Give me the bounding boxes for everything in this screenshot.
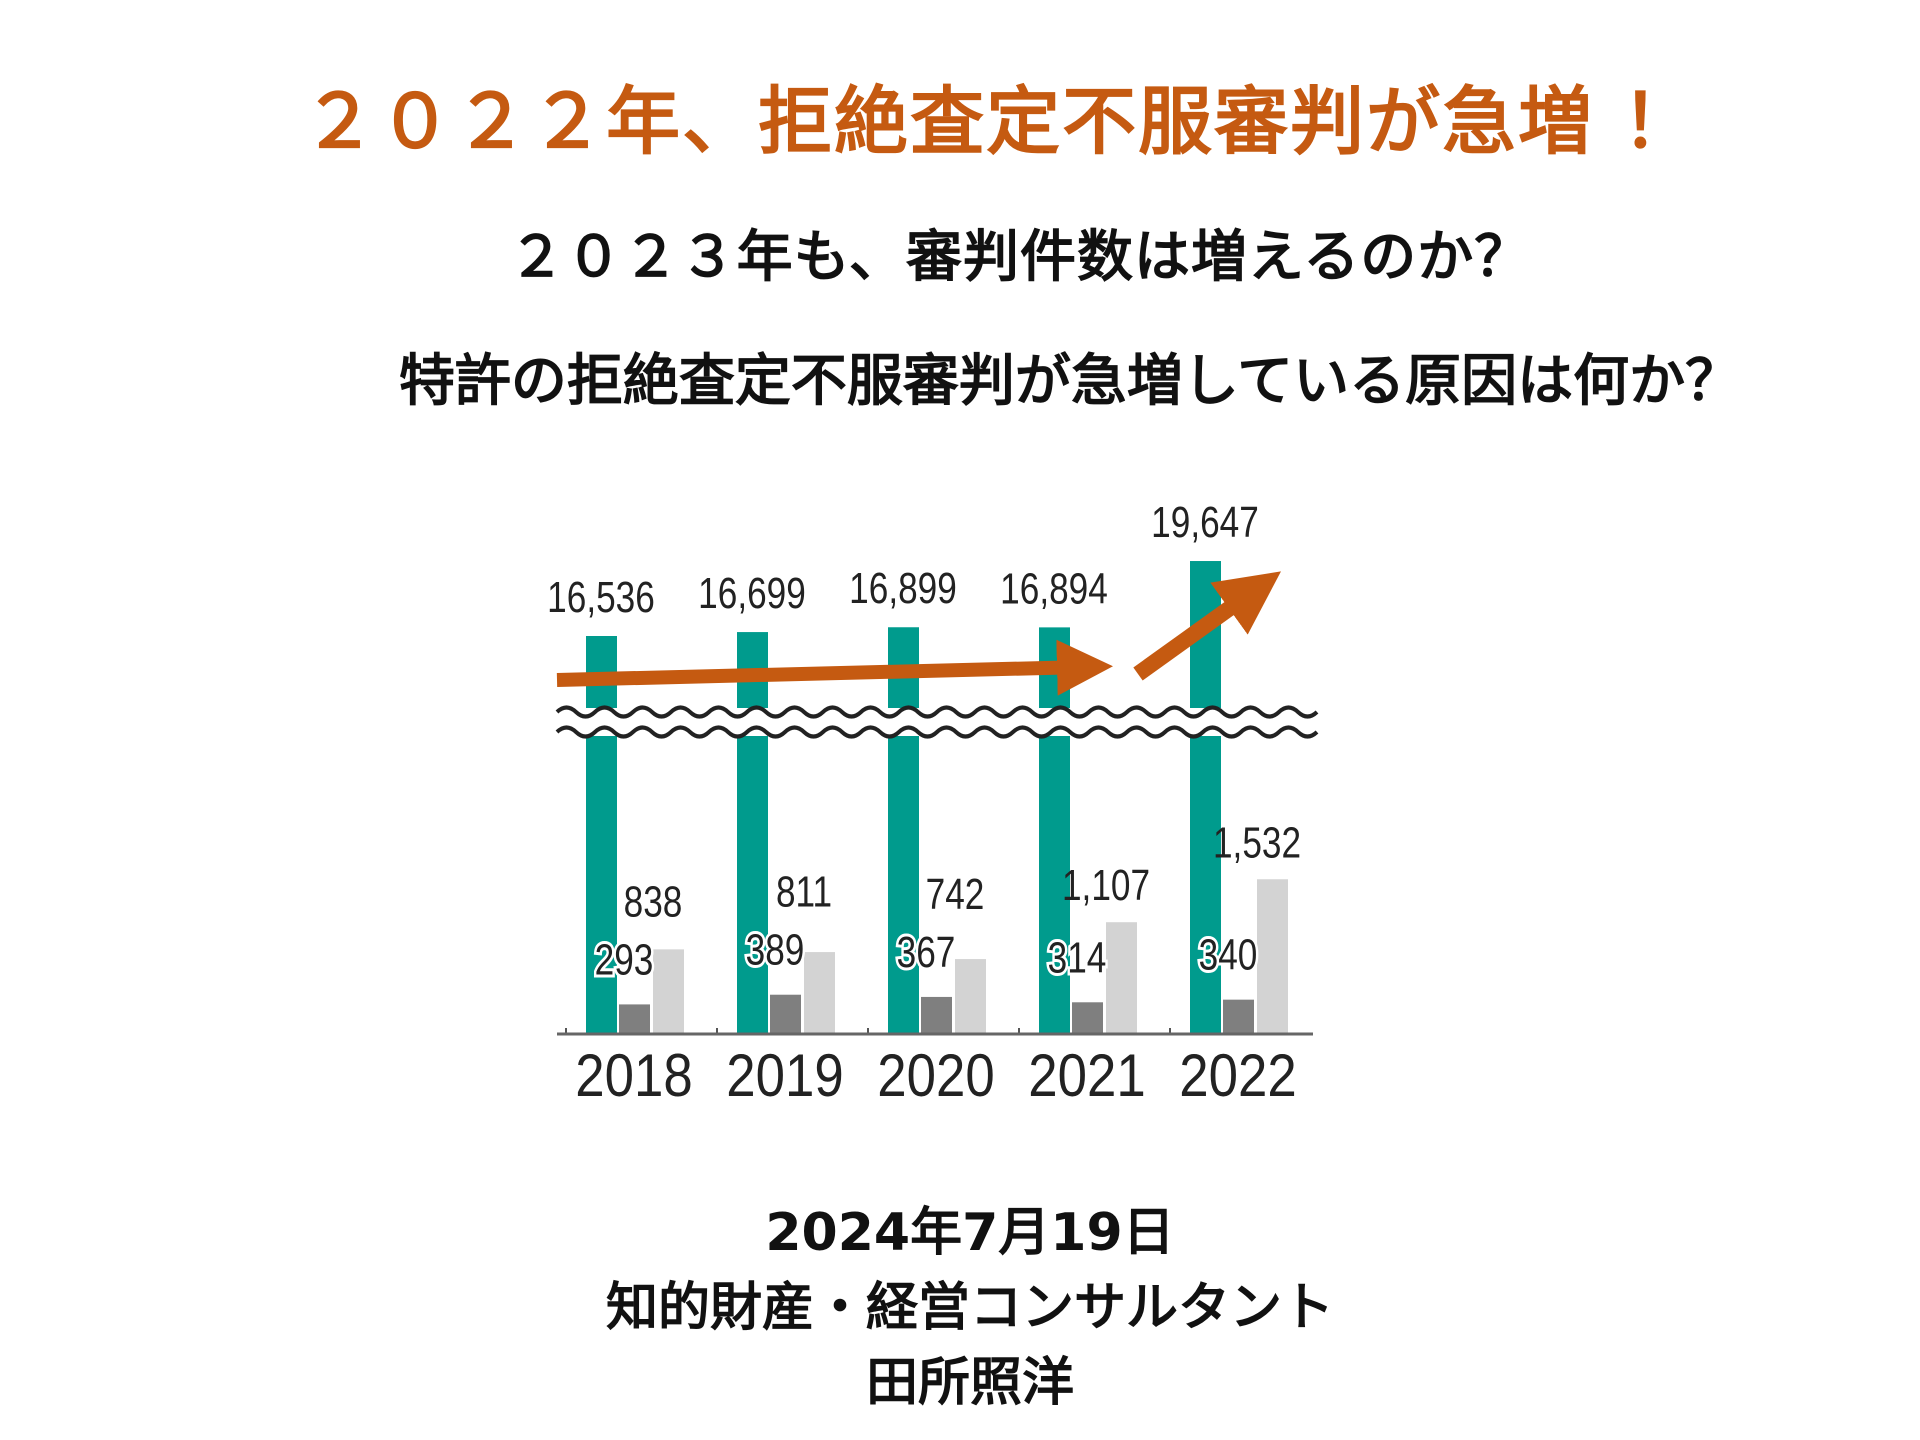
author-role: 知的財産・経営コンサルタント — [605, 1278, 1334, 1338]
bar-2018-series-3 — [653, 949, 684, 1034]
trend-arrow-rising — [1133, 571, 1281, 681]
bar-2022-series-3 — [1257, 879, 1288, 1034]
subtitle-question-2: 特許の拒絶査定不服審判が急増している原因は何か？ — [398, 349, 1742, 414]
x-tick-label-2021: 2021 — [1028, 1042, 1145, 1109]
x-tick-label-2022: 2022 — [1179, 1042, 1296, 1109]
value-label-2018-series-2: 293 — [595, 936, 654, 985]
bar-2022-series-2 — [1223, 999, 1254, 1034]
bar-2020-series-3 — [955, 959, 986, 1034]
value-label-2018-series-1: 16,536 — [547, 573, 655, 622]
value-label-2020-series-3: 742 — [926, 870, 985, 919]
value-label-2019-series-3: 811 — [776, 868, 832, 917]
author-name: 田所照洋 — [865, 1353, 1074, 1413]
bar-2020-series-1 — [888, 627, 919, 1034]
bar-2018-series-2 — [619, 1004, 650, 1034]
x-tick-label-2020: 2020 — [877, 1042, 994, 1109]
value-label-2022-series-1: 19,647 — [1151, 498, 1259, 547]
value-label-2022-series-2: 340 — [1199, 931, 1258, 980]
bar-2021-series-2 — [1072, 1002, 1103, 1034]
page-title: ２０２２年、拒絶査定不服審判が急増 ！ — [302, 79, 1698, 165]
x-tick-label-2019: 2019 — [726, 1042, 843, 1109]
value-label-2021-series-2: 314 — [1048, 934, 1107, 983]
bar-2019-series-3 — [804, 952, 835, 1034]
value-label-2022-series-3: 1,532 — [1213, 819, 1301, 868]
value-label-2020-series-2: 367 — [897, 928, 956, 977]
date-text: 2024年7月19日 — [765, 1203, 1175, 1263]
bar-2020-series-2 — [921, 996, 952, 1034]
trend-arrow-flat — [556, 639, 1113, 696]
bar-2021-series-3 — [1106, 922, 1137, 1034]
bar-2019-series-1 — [737, 632, 768, 1034]
bar-2019-series-2 — [770, 994, 801, 1034]
value-label-2021-series-3: 1,107 — [1062, 862, 1150, 911]
subtitle-question-1: ２０２３年も、審判件数は増えるのか？ — [508, 225, 1532, 290]
x-tick-label-2018: 2018 — [575, 1042, 692, 1109]
value-label-2018-series-3: 838 — [624, 878, 683, 927]
axis-break-line-top — [555, 705, 1319, 719]
value-label-2019-series-1: 16,699 — [698, 569, 806, 618]
value-label-2021-series-1: 16,894 — [1000, 565, 1108, 614]
value-label-2020-series-1: 16,899 — [849, 565, 957, 614]
bar-2018-series-1 — [586, 636, 617, 1034]
value-label-2019-series-2: 389 — [746, 926, 805, 975]
axis-break-gap — [550, 708, 1310, 736]
axis-break-line-bottom — [555, 725, 1319, 739]
